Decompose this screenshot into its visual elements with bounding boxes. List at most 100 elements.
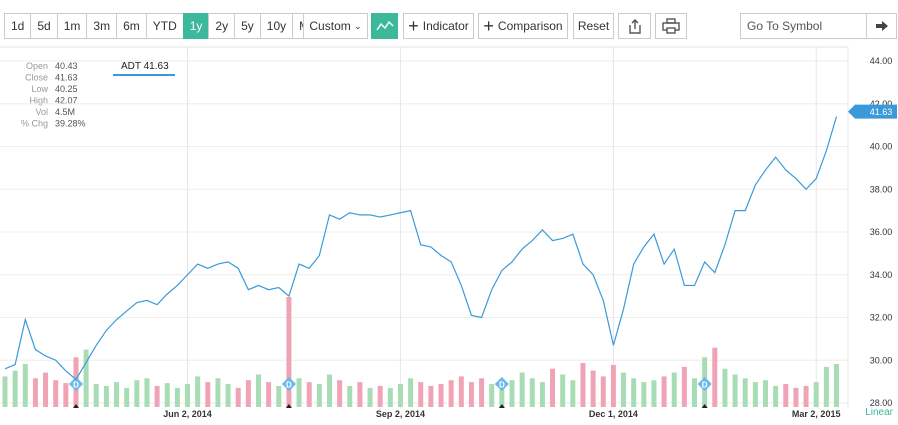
range-button[interactable]: 1m bbox=[56, 13, 87, 39]
volume-bar bbox=[590, 370, 596, 407]
x-tick-label: Mar 2, 2015 bbox=[792, 409, 841, 419]
volume-bar bbox=[418, 382, 424, 407]
y-tick-label: 40.00 bbox=[870, 142, 893, 152]
volume-bar bbox=[600, 376, 606, 407]
volume-bar bbox=[448, 380, 454, 407]
volume-bar bbox=[692, 378, 698, 407]
volume-bar bbox=[519, 372, 525, 407]
volume-bar bbox=[681, 366, 687, 407]
volume-bar bbox=[823, 366, 829, 407]
event-label: D bbox=[73, 381, 79, 390]
y-tick-label: 32.00 bbox=[870, 313, 893, 323]
volume-bar bbox=[43, 372, 49, 407]
volume-bar bbox=[256, 374, 261, 407]
reset-button[interactable]: Reset bbox=[573, 13, 614, 39]
y-tick-label: 28.00 bbox=[870, 398, 893, 408]
scale-label: Linear bbox=[865, 407, 893, 418]
volume-bar bbox=[509, 380, 515, 407]
info-value: 4.5M bbox=[55, 107, 75, 117]
volume-bar bbox=[225, 384, 231, 407]
event-marker bbox=[68, 376, 84, 392]
range-button[interactable]: YTD bbox=[145, 13, 183, 39]
print-icon bbox=[662, 18, 680, 34]
event-marker bbox=[494, 376, 509, 392]
volume-bar bbox=[337, 380, 343, 407]
volume-bar bbox=[306, 382, 312, 407]
volume-bar bbox=[428, 385, 434, 407]
range-button[interactable]: 3m bbox=[86, 13, 117, 39]
volume-bar bbox=[793, 387, 799, 407]
y-tick-label: 38.00 bbox=[870, 184, 893, 194]
print-button[interactable] bbox=[655, 13, 687, 39]
share-icon bbox=[628, 19, 641, 34]
volume-bar bbox=[266, 382, 272, 407]
chart-type-group bbox=[371, 13, 398, 41]
search-go-button[interactable] bbox=[867, 13, 897, 39]
range-button[interactable]: 1y bbox=[182, 13, 209, 39]
volume-bar bbox=[813, 382, 819, 407]
volume-bar bbox=[560, 374, 566, 407]
volume-bar bbox=[296, 378, 302, 407]
info-label: Close bbox=[25, 73, 48, 83]
volume-bar bbox=[438, 384, 444, 407]
event-tick bbox=[72, 404, 79, 408]
info-value: 41.63 bbox=[55, 73, 78, 83]
volume-bar bbox=[215, 378, 221, 407]
event-tick bbox=[701, 404, 708, 408]
indicator-group: + Indicator bbox=[403, 13, 474, 41]
volume-bar bbox=[22, 363, 28, 407]
price-tag bbox=[848, 104, 897, 119]
volume-bar bbox=[114, 382, 120, 407]
range-button[interactable]: 5y bbox=[234, 13, 260, 39]
custom-label: Custom bbox=[309, 19, 351, 33]
event-marker bbox=[281, 376, 296, 392]
volume-bar bbox=[174, 387, 180, 407]
volume-bar bbox=[773, 385, 779, 407]
custom-button[interactable]: Custom ⌄ bbox=[303, 13, 368, 39]
range-button[interactable]: 1d bbox=[4, 13, 31, 39]
volume-bar bbox=[468, 382, 474, 407]
volume-bar bbox=[286, 297, 292, 407]
event-marker bbox=[697, 376, 712, 392]
indicator-button[interactable]: + Indicator bbox=[403, 13, 474, 39]
volume-bar bbox=[732, 374, 738, 407]
comparison-button[interactable]: + Comparison bbox=[478, 13, 568, 39]
share-button[interactable] bbox=[618, 13, 651, 39]
reset-label: Reset bbox=[577, 19, 610, 33]
volume-bar bbox=[347, 385, 353, 407]
range-button[interactable]: 2y bbox=[208, 13, 235, 39]
comparison-group: + Comparison bbox=[478, 13, 568, 41]
range-button[interactable]: 10y bbox=[259, 13, 293, 39]
chart-type-button[interactable] bbox=[371, 13, 398, 39]
arrow-icon bbox=[875, 21, 888, 31]
info-label: Open bbox=[26, 61, 48, 71]
volume-bar bbox=[397, 384, 403, 407]
volume-bar bbox=[195, 376, 201, 407]
volume-bar bbox=[387, 387, 393, 407]
volume-bar bbox=[124, 387, 130, 407]
volume-bar bbox=[316, 384, 322, 407]
volume-bar bbox=[499, 385, 505, 407]
range-group: 1d5d1m3m6mYTD1y2y5y10yMax bbox=[4, 13, 329, 41]
event-label: D bbox=[286, 381, 292, 390]
volume-bar bbox=[489, 384, 495, 407]
volume-bar bbox=[276, 385, 282, 407]
event-label: D bbox=[702, 381, 708, 390]
search-input[interactable]: Go To Symbol bbox=[740, 13, 867, 39]
y-tick-label: 34.00 bbox=[870, 270, 893, 280]
range-button[interactable]: 6m bbox=[116, 13, 146, 39]
volume-bar bbox=[134, 380, 140, 407]
custom-group: Custom ⌄ bbox=[303, 13, 368, 41]
volume-bar bbox=[408, 378, 414, 407]
info-panel: Open 40.43 Close 41.63 Low 40.25 High 42.07 Vol 4… bbox=[21, 61, 86, 129]
info-value: 40.43 bbox=[55, 61, 78, 71]
volume-bar bbox=[621, 372, 627, 407]
volume-bar bbox=[164, 383, 170, 407]
x-tick-label: Jun 2, 2014 bbox=[163, 409, 212, 419]
volume-bar bbox=[763, 380, 768, 407]
volume-bar bbox=[742, 378, 748, 407]
range-button[interactable]: 5d bbox=[30, 13, 57, 39]
volume-bar bbox=[661, 376, 667, 407]
volume-bar bbox=[722, 368, 728, 407]
